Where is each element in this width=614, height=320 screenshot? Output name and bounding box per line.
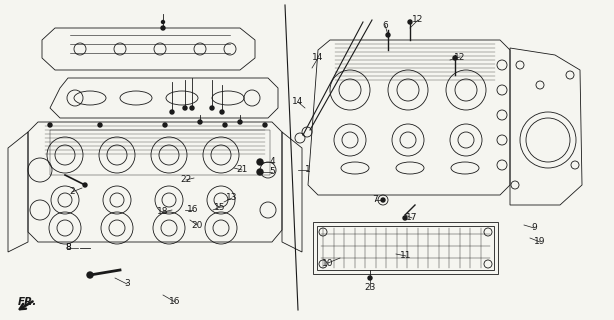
Text: 15: 15 — [214, 203, 226, 212]
Text: 22: 22 — [181, 175, 192, 185]
Text: 7: 7 — [372, 196, 378, 204]
Circle shape — [83, 183, 87, 187]
Circle shape — [381, 198, 385, 202]
Text: FR.: FR. — [17, 297, 37, 307]
Circle shape — [238, 120, 242, 124]
Text: 12: 12 — [413, 15, 424, 25]
Text: 17: 17 — [406, 213, 418, 222]
Circle shape — [170, 110, 174, 114]
Circle shape — [48, 123, 52, 127]
Text: 23: 23 — [364, 284, 376, 292]
Circle shape — [263, 123, 267, 127]
Circle shape — [98, 123, 102, 127]
Circle shape — [163, 123, 167, 127]
Circle shape — [161, 20, 165, 23]
Circle shape — [257, 159, 263, 165]
Text: 16: 16 — [187, 205, 199, 214]
Circle shape — [257, 169, 263, 175]
Text: 18: 18 — [157, 207, 169, 217]
Text: 5: 5 — [269, 167, 275, 177]
Text: 9: 9 — [531, 223, 537, 233]
Circle shape — [87, 272, 93, 278]
Circle shape — [190, 106, 194, 110]
Text: 19: 19 — [534, 237, 546, 246]
Circle shape — [386, 33, 390, 37]
Text: 8: 8 — [65, 244, 71, 252]
Text: 2: 2 — [69, 188, 75, 196]
Text: 3: 3 — [124, 279, 130, 289]
Circle shape — [223, 123, 227, 127]
Text: 14: 14 — [292, 98, 304, 107]
Text: 20: 20 — [192, 220, 203, 229]
Text: 13: 13 — [226, 194, 238, 203]
Text: 16: 16 — [169, 298, 181, 307]
Text: 21: 21 — [236, 165, 247, 174]
Circle shape — [368, 276, 372, 280]
Circle shape — [198, 120, 202, 124]
Text: 1: 1 — [305, 165, 311, 174]
Text: 10: 10 — [322, 259, 334, 268]
Text: 14: 14 — [313, 53, 324, 62]
Circle shape — [210, 106, 214, 110]
Text: 12: 12 — [454, 52, 465, 61]
Circle shape — [453, 56, 457, 60]
Text: 6: 6 — [382, 20, 388, 29]
Circle shape — [161, 26, 165, 30]
Circle shape — [403, 216, 407, 220]
Circle shape — [220, 110, 224, 114]
Text: 8: 8 — [65, 244, 71, 252]
Circle shape — [183, 106, 187, 110]
Text: 4: 4 — [269, 157, 275, 166]
Text: 11: 11 — [400, 252, 412, 260]
Circle shape — [408, 20, 412, 24]
